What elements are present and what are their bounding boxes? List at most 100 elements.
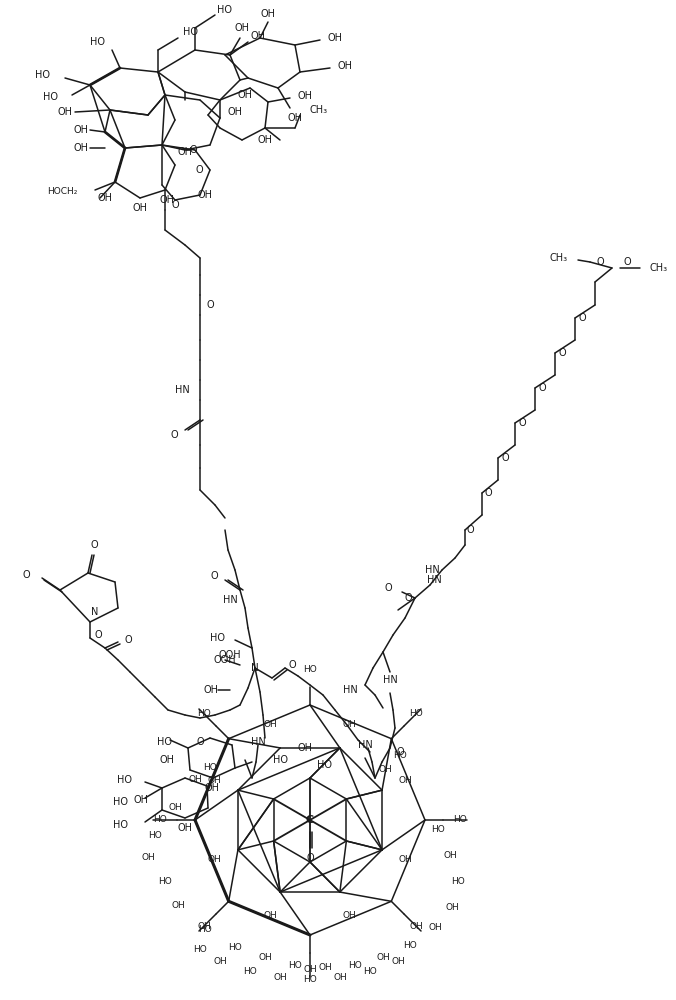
Text: O: O bbox=[206, 300, 214, 310]
Text: OH: OH bbox=[178, 823, 193, 833]
Text: HO: HO bbox=[210, 633, 225, 643]
Text: O: O bbox=[94, 630, 102, 640]
Text: HO: HO bbox=[203, 764, 217, 772]
Text: CH₃: CH₃ bbox=[650, 263, 668, 273]
Text: OH: OH bbox=[297, 743, 312, 753]
Text: O: O bbox=[195, 165, 203, 175]
Text: HN: HN bbox=[251, 737, 266, 747]
Text: OH: OH bbox=[376, 954, 390, 962]
Text: OH: OH bbox=[171, 900, 185, 910]
Text: OH: OH bbox=[343, 911, 356, 920]
Text: HO: HO bbox=[272, 755, 287, 765]
Text: OH: OH bbox=[264, 720, 277, 729]
Text: O: O bbox=[396, 747, 404, 757]
Text: OH: OH bbox=[141, 854, 155, 862]
Text: HN: HN bbox=[427, 575, 441, 585]
Text: O: O bbox=[124, 635, 132, 645]
Text: OH: OH bbox=[208, 855, 222, 864]
Text: O: O bbox=[404, 593, 412, 603]
Text: HO: HO bbox=[43, 92, 58, 102]
Text: OH: OH bbox=[378, 766, 392, 774]
Text: OH: OH bbox=[73, 125, 88, 135]
Text: O: O bbox=[501, 453, 509, 463]
Text: HO: HO bbox=[157, 737, 172, 747]
Text: OH: OH bbox=[73, 143, 88, 153]
Text: O: O bbox=[210, 571, 218, 581]
Text: HO: HO bbox=[218, 5, 233, 15]
Text: O: O bbox=[623, 257, 631, 267]
Text: OH: OH bbox=[337, 61, 352, 71]
Text: OH: OH bbox=[409, 922, 423, 931]
Text: OH: OH bbox=[235, 23, 249, 33]
Text: OH: OH bbox=[297, 91, 312, 101]
Text: O: O bbox=[189, 145, 197, 155]
Text: OH: OH bbox=[227, 107, 242, 117]
Text: CH₃: CH₃ bbox=[550, 253, 568, 263]
Text: HO: HO bbox=[198, 926, 212, 934]
Text: OOH: OOH bbox=[219, 650, 241, 660]
Text: OH: OH bbox=[97, 193, 112, 203]
Text: OH: OH bbox=[205, 783, 220, 793]
Text: OH: OH bbox=[260, 9, 276, 19]
Text: OH: OH bbox=[188, 776, 202, 784]
Text: OH: OH bbox=[258, 135, 272, 145]
Text: HO: HO bbox=[318, 760, 333, 770]
Text: OH: OH bbox=[132, 203, 147, 213]
Text: HO: HO bbox=[183, 27, 197, 37]
Text: N: N bbox=[251, 663, 259, 673]
Text: OH: OH bbox=[203, 685, 218, 695]
Text: OH: OH bbox=[343, 720, 356, 729]
Text: HN: HN bbox=[383, 675, 397, 685]
Text: O: O bbox=[288, 660, 296, 670]
Text: OH: OH bbox=[57, 107, 72, 117]
Text: HN: HN bbox=[358, 740, 372, 750]
Text: OH: OH bbox=[208, 776, 222, 785]
Text: OH: OH bbox=[273, 974, 287, 982]
Text: OH: OH bbox=[287, 113, 302, 123]
Text: HN: HN bbox=[223, 595, 238, 605]
Text: O: O bbox=[466, 525, 474, 535]
Text: OH: OH bbox=[391, 958, 405, 966]
Text: HO: HO bbox=[113, 820, 128, 830]
Text: OH: OH bbox=[318, 964, 332, 972]
Text: O: O bbox=[518, 418, 526, 428]
Text: O: O bbox=[484, 488, 492, 498]
Text: HO: HO bbox=[363, 968, 377, 976]
Text: HO: HO bbox=[113, 797, 128, 807]
Text: HO: HO bbox=[90, 37, 105, 47]
Text: O: O bbox=[306, 853, 314, 863]
Text: HO: HO bbox=[197, 709, 211, 718]
Text: OH: OH bbox=[327, 33, 343, 43]
Text: OH: OH bbox=[443, 850, 457, 859]
Text: HN: HN bbox=[175, 385, 190, 395]
Text: HO: HO bbox=[153, 816, 167, 824]
Text: HO: HO bbox=[35, 70, 50, 80]
Text: HO: HO bbox=[393, 750, 407, 760]
Text: OH: OH bbox=[160, 755, 175, 765]
Text: OH: OH bbox=[178, 147, 193, 157]
Text: OH: OH bbox=[168, 804, 182, 812]
Text: O: O bbox=[558, 348, 566, 358]
Text: N: N bbox=[91, 607, 99, 617]
Text: HN: HN bbox=[343, 685, 358, 695]
Text: HO: HO bbox=[348, 960, 362, 970]
Text: OH: OH bbox=[258, 954, 272, 962]
Text: HO: HO bbox=[303, 666, 317, 674]
Text: HO: HO bbox=[148, 830, 162, 840]
Text: OH: OH bbox=[398, 776, 412, 785]
Text: O: O bbox=[578, 313, 586, 323]
Text: OOH: OOH bbox=[214, 655, 237, 665]
Text: C: C bbox=[306, 815, 314, 825]
Text: HO: HO bbox=[228, 944, 242, 952]
Text: HO: HO bbox=[158, 878, 172, 886]
Text: OH: OH bbox=[237, 90, 253, 100]
Text: O: O bbox=[22, 570, 30, 580]
Text: O: O bbox=[538, 383, 546, 393]
Text: HO: HO bbox=[453, 816, 467, 824]
Text: OH: OH bbox=[303, 966, 317, 974]
Text: OH: OH bbox=[333, 974, 347, 982]
Text: OH: OH bbox=[160, 195, 175, 205]
Text: OH: OH bbox=[197, 190, 212, 200]
Text: HO: HO bbox=[451, 878, 465, 886]
Text: OH: OH bbox=[428, 924, 442, 932]
